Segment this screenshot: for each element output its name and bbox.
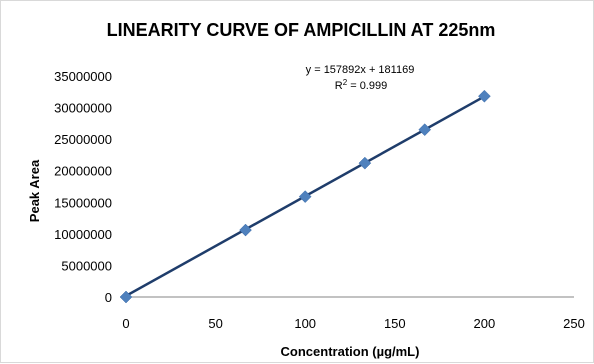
x-axis-label: Concentration (µg/mL) xyxy=(281,344,420,359)
y-tick-label: 35000000 xyxy=(54,69,112,84)
x-tick-label: 250 xyxy=(563,316,585,331)
y-tick-label: 15000000 xyxy=(54,195,112,210)
y-tick-label: 25000000 xyxy=(54,132,112,147)
y-tick-label: 10000000 xyxy=(54,227,112,242)
data-point-diamond xyxy=(298,190,312,203)
data-point-diamond xyxy=(119,290,133,304)
y-axis-ticks: 0 5000000 10000000 15000000 20000000 25000000… xyxy=(54,69,112,305)
x-tick-label: 200 xyxy=(474,316,496,331)
chart-title: LINEARITY CURVE OF AMPICILLIN AT 225nm xyxy=(107,20,496,40)
y-tick-label: 5000000 xyxy=(61,258,112,273)
y-tick-label: 30000000 xyxy=(54,101,112,116)
x-tick-label: 0 xyxy=(122,316,129,331)
y-axis-label: Peak Area xyxy=(27,159,42,222)
trendline-equation: y = 157892x + 181169 xyxy=(306,64,415,76)
data-point-diamond xyxy=(418,123,432,137)
r-squared-label: R2 = 0.999 xyxy=(335,78,387,93)
y-tick-label: 0 xyxy=(105,290,112,305)
data-points xyxy=(119,89,491,304)
x-tick-label: 50 xyxy=(208,316,222,331)
data-point-diamond xyxy=(239,223,252,237)
y-tick-label: 20000000 xyxy=(54,164,112,179)
data-point-diamond xyxy=(478,89,491,103)
x-tick-label: 100 xyxy=(294,316,316,331)
x-tick-label: 150 xyxy=(384,316,406,331)
x-axis-ticks: 0 50 100 150 200 250 xyxy=(122,316,584,331)
data-point-diamond xyxy=(358,156,372,170)
